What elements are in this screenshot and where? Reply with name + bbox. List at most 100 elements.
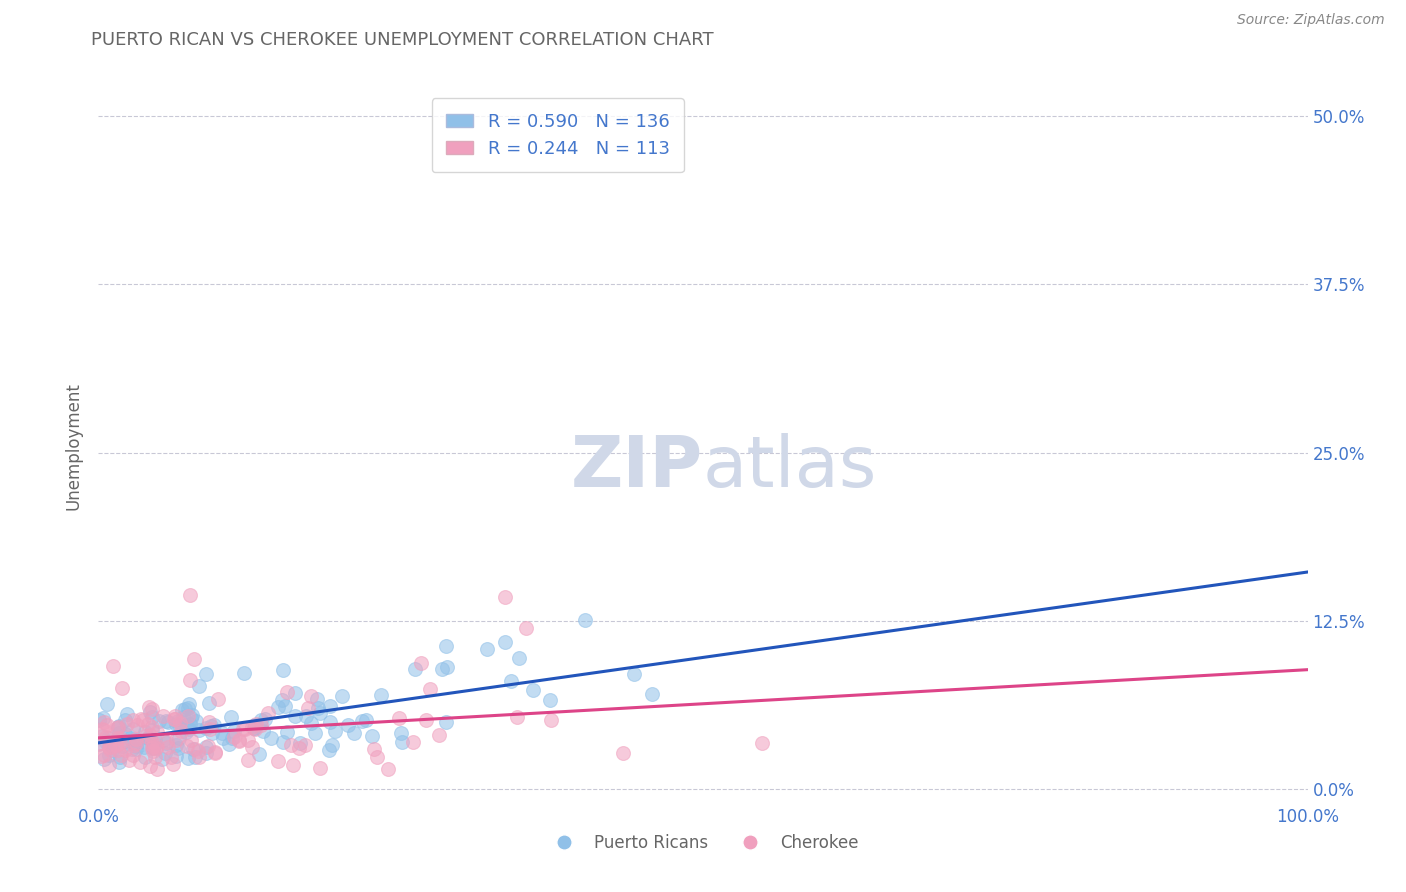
Point (198, 715, 221, 730)
Point (114, 727, 136, 741)
Point (138, 699, 160, 714)
Point (377, 762, 399, 776)
Point (125, 732, 148, 747)
Point (131, 714, 153, 728)
Point (141, 723, 163, 738)
Point (202, 718, 225, 732)
Point (508, 651, 530, 665)
Point (96, 718, 118, 732)
Point (188, 723, 211, 738)
Point (409, 657, 432, 671)
Point (98, 742, 121, 756)
Point (224, 730, 246, 744)
Point (96, 697, 118, 711)
Point (180, 711, 202, 725)
Point (179, 717, 201, 731)
Point (187, 750, 209, 764)
Point (128, 756, 150, 770)
Point (299, 715, 322, 730)
Point (236, 732, 259, 747)
Point (283, 758, 305, 772)
Point (108, 755, 131, 769)
Point (166, 714, 188, 729)
Legend: Puerto Ricans, Cherokee: Puerto Ricans, Cherokee (541, 828, 865, 859)
Point (323, 724, 346, 739)
Point (243, 718, 266, 732)
Point (107, 720, 129, 734)
Point (107, 743, 129, 757)
Point (574, 613, 596, 627)
Point (250, 713, 273, 727)
Point (167, 718, 190, 732)
Point (114, 743, 136, 757)
Point (318, 743, 340, 757)
Point (260, 731, 283, 745)
Point (388, 711, 411, 725)
Point (173, 701, 195, 715)
Point (143, 732, 166, 747)
Point (307, 701, 329, 715)
Point (181, 742, 204, 756)
Point (107, 720, 129, 734)
Point (152, 709, 174, 723)
Point (419, 681, 441, 696)
Point (361, 729, 384, 743)
Point (135, 729, 157, 743)
Point (174, 725, 197, 739)
Point (105, 731, 128, 746)
Point (121, 741, 143, 756)
Point (97, 748, 120, 763)
Point (245, 717, 267, 731)
Point (163, 712, 186, 726)
Text: ZIP: ZIP (571, 433, 703, 502)
Point (159, 749, 181, 764)
Point (97, 731, 120, 746)
Point (276, 684, 298, 698)
Point (155, 736, 177, 750)
Point (194, 746, 217, 760)
Point (436, 660, 458, 674)
Point (139, 728, 162, 742)
Point (167, 740, 190, 755)
Point (494, 635, 516, 649)
Point (146, 739, 169, 754)
Point (108, 750, 131, 764)
Text: atlas: atlas (703, 433, 877, 502)
Point (207, 692, 229, 706)
Point (184, 750, 207, 764)
Point (172, 710, 194, 724)
Point (294, 738, 316, 752)
Point (142, 741, 165, 756)
Point (142, 739, 165, 753)
Point (110, 739, 132, 753)
Point (751, 736, 773, 750)
Point (309, 761, 332, 775)
Point (124, 732, 146, 747)
Point (134, 750, 156, 764)
Point (114, 733, 136, 747)
Point (165, 739, 187, 753)
Point (176, 739, 198, 753)
Point (111, 681, 134, 695)
Point (515, 621, 537, 635)
Point (228, 732, 250, 747)
Point (318, 699, 340, 714)
Point (612, 746, 634, 760)
Point (108, 725, 131, 739)
Point (122, 713, 145, 727)
Point (218, 737, 240, 751)
Point (146, 762, 169, 776)
Point (93, 747, 115, 762)
Point (179, 588, 201, 602)
Point (200, 719, 222, 733)
Point (204, 745, 226, 759)
Point (177, 751, 200, 765)
Point (96, 735, 118, 749)
Point (174, 718, 197, 732)
Point (165, 712, 187, 726)
Point (162, 756, 184, 771)
Point (224, 724, 246, 739)
Point (101, 743, 124, 757)
Point (540, 713, 562, 727)
Point (271, 663, 294, 677)
